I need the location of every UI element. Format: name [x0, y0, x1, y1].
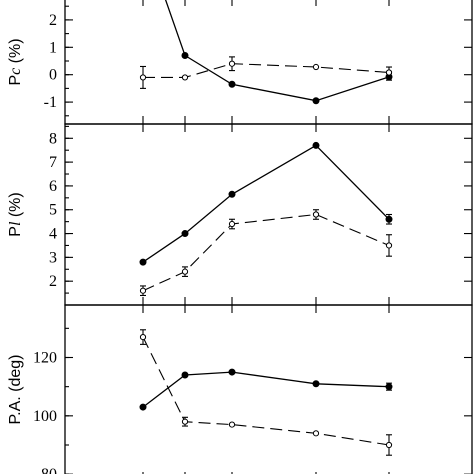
y-tick-label: 2: [49, 273, 57, 290]
series-line-dashed: [142, 213, 390, 292]
data-point-open: [385, 69, 393, 76]
data-point-filled: [181, 52, 189, 60]
data-point-open: [385, 242, 393, 249]
y-tick-label: 80: [41, 466, 57, 474]
data-point-filled: [312, 141, 320, 149]
data-point-filled: [228, 368, 236, 376]
series-line-dashed: [143, 63, 390, 78]
y-tick-label: 8: [49, 130, 57, 147]
data-point-open: [312, 211, 320, 218]
series-line-solid: [164, 0, 390, 102]
data-point-open: [228, 220, 236, 228]
axes-frame: [64, 0, 473, 125]
panel-position-angle: 80 100 120 P.A. (deg): [7, 304, 473, 474]
data-point-filled: [312, 380, 320, 388]
data-point-open: [181, 268, 189, 275]
data-point-open: [385, 441, 393, 449]
data-point-open: [139, 287, 147, 294]
data-point-filled: [385, 383, 393, 391]
panel-circular-polarization: -1 0 1 2 Pc (%): [7, 0, 473, 125]
y-tick-label: 120: [33, 350, 57, 367]
data-point-open: [228, 60, 236, 67]
data-point-open: [181, 74, 189, 81]
y-axis-label: Pl (%): [7, 192, 24, 236]
data-point-open: [139, 333, 147, 341]
data-point-filled: [139, 403, 147, 411]
data-point-open: [181, 418, 189, 425]
y-tick-label: 4: [49, 226, 57, 243]
data-point-filled: [228, 190, 236, 198]
data-point-open: [312, 430, 320, 437]
y-tick-label: 3: [49, 249, 57, 266]
y-tick-label: 1: [49, 39, 57, 56]
data-point-filled: [181, 230, 189, 238]
axes-frame: [64, 123, 473, 306]
y-tick-label: 7: [49, 154, 57, 171]
y-tick-label: 100: [33, 408, 57, 425]
data-point-open: [139, 74, 147, 81]
data-point-filled: [312, 97, 320, 105]
data-point-filled: [228, 80, 236, 88]
data-point-filled: [385, 215, 393, 223]
series-line-solid: [142, 371, 390, 408]
y-tick-label: 0: [49, 67, 57, 84]
axes-frame: [64, 304, 473, 474]
y-tick-label: 2: [49, 12, 57, 29]
series-line-solid: [142, 144, 390, 263]
data-point-filled: [181, 371, 189, 379]
data-point-open: [228, 421, 236, 428]
y-tick-label: 6: [49, 178, 57, 195]
y-tick-label: 5: [49, 202, 57, 219]
y-tick-label: -1: [44, 94, 57, 111]
y-axis-label: P.A. (deg): [7, 355, 24, 425]
data-point-open: [312, 63, 320, 71]
data-point-filled: [139, 258, 147, 266]
panel-linear-polarization: 2 3 4 5 6 7 8 Pl (%): [7, 123, 473, 306]
series-line-dashed: [142, 336, 390, 446]
y-axis-label: Pc (%): [7, 38, 24, 85]
